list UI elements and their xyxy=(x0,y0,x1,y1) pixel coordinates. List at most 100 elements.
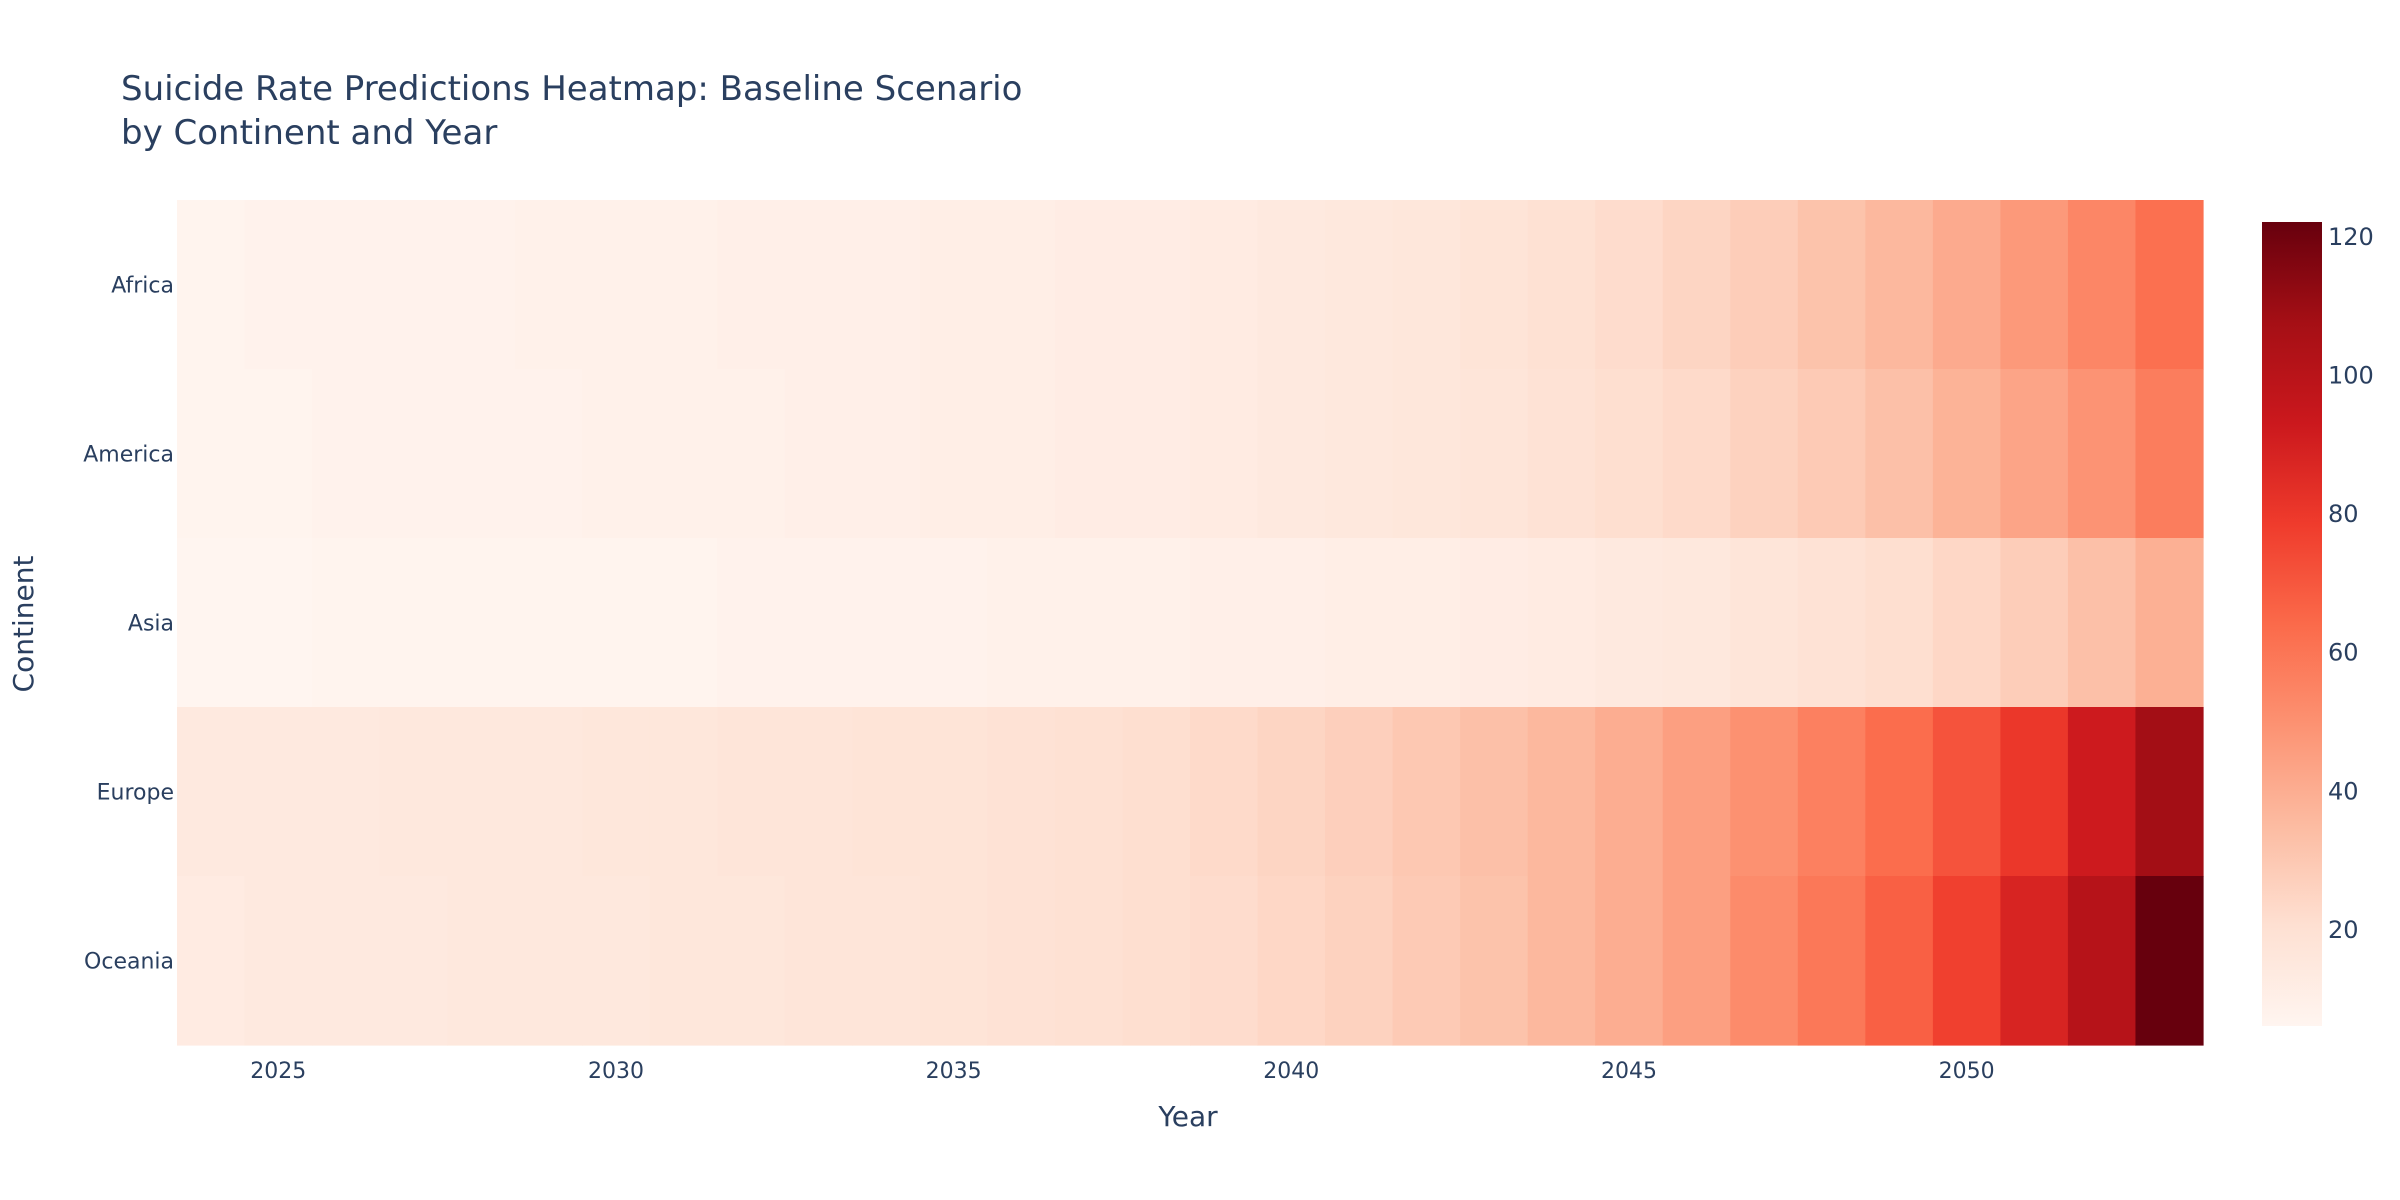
heatmap-cell xyxy=(1257,707,1326,877)
heatmap-cell xyxy=(987,200,1056,370)
colorbar-tick-label: 20 xyxy=(2328,916,2359,944)
heatmap-cell xyxy=(582,369,651,539)
heatmap-cell xyxy=(717,876,786,1046)
heatmap-cell xyxy=(1662,369,1731,539)
heatmap-cell xyxy=(717,538,786,708)
y-tick-label: Oceania xyxy=(84,950,174,975)
heatmap-cell xyxy=(2000,538,2069,708)
y-axis-title: Continent xyxy=(7,556,40,693)
heatmap-cell xyxy=(379,538,448,708)
heatmap-cell xyxy=(1392,707,1461,877)
heatmap-cell xyxy=(379,200,448,370)
heatmap-cell xyxy=(1662,538,1731,708)
heatmap-cell xyxy=(717,369,786,539)
chart-title-line-2: by Continent and Year xyxy=(121,113,497,153)
heatmap-cell xyxy=(1257,876,1326,1046)
heatmap-cell xyxy=(312,707,381,877)
colorbar-tick-label: 80 xyxy=(2328,500,2359,528)
heatmap-cell xyxy=(784,200,853,370)
heatmap-cell xyxy=(1797,707,1866,877)
heatmap-cell xyxy=(514,707,583,877)
heatmap-cell xyxy=(1662,876,1731,1046)
heatmap-cell xyxy=(1932,200,2001,370)
heatmap-cell xyxy=(244,707,313,877)
chart-title-line-1: Suicide Rate Predictions Heatmap: Baseli… xyxy=(121,69,1022,109)
heatmap-cell xyxy=(1730,876,1799,1046)
heatmap-cell xyxy=(784,707,853,877)
heatmap-cell xyxy=(649,876,718,1046)
heatmap-cell xyxy=(919,538,988,708)
x-tick-label: 2040 xyxy=(1263,1059,1319,1084)
heatmap-cell xyxy=(1595,876,1664,1046)
heatmap-cell xyxy=(1325,876,1394,1046)
heatmap-cell xyxy=(244,876,313,1046)
heatmap-cell xyxy=(2067,200,2137,370)
heatmap-cell xyxy=(784,369,853,539)
heatmap-cell xyxy=(919,369,988,539)
x-tick-label: 2045 xyxy=(1601,1059,1657,1084)
heatmap-cell xyxy=(1257,200,1326,370)
heatmap-cell xyxy=(1797,538,1866,708)
heatmap-cell xyxy=(177,707,246,877)
heatmap-cell xyxy=(2000,369,2069,539)
colorbar-tick-label: 120 xyxy=(2328,223,2374,251)
colorbar-tick-label: 100 xyxy=(2328,361,2374,389)
y-axis-ticks: Africa America Asia Europe Oceania xyxy=(83,274,174,975)
heatmap-cell xyxy=(1527,876,1596,1046)
heatmap-cell xyxy=(1392,538,1461,708)
heatmap-cell xyxy=(582,707,651,877)
y-tick-label: Africa xyxy=(111,274,174,299)
heatmap-cell xyxy=(2067,369,2137,539)
heatmap-cell xyxy=(1190,707,1259,877)
heatmap-cells xyxy=(177,200,2204,1046)
heatmap-cell xyxy=(1325,369,1394,539)
heatmap-cell xyxy=(1460,876,1529,1046)
heatmap-cell xyxy=(2067,707,2137,877)
heatmap-cell xyxy=(2135,200,2204,370)
heatmap-cell xyxy=(312,200,381,370)
heatmap-cell xyxy=(1865,707,1934,877)
x-tick-label: 2035 xyxy=(926,1059,982,1084)
colorbar-tick-label: 60 xyxy=(2328,639,2359,667)
heatmap-cell xyxy=(2000,200,2069,370)
heatmap-cell xyxy=(2067,876,2137,1046)
heatmap-cell xyxy=(1325,200,1394,370)
heatmap-cell xyxy=(244,200,313,370)
heatmap-cell xyxy=(1932,876,2001,1046)
heatmap-cell xyxy=(1122,200,1191,370)
x-tick-label: 2050 xyxy=(1939,1059,1995,1084)
heatmap-cell xyxy=(514,369,583,539)
heatmap-cell xyxy=(1460,200,1529,370)
heatmap-cell xyxy=(1054,200,1124,370)
heatmap-cell xyxy=(1190,369,1259,539)
heatmap-cell xyxy=(447,538,516,708)
heatmap-cell xyxy=(1865,369,1934,539)
heatmap-cell xyxy=(1460,538,1529,708)
heatmap-cell xyxy=(1932,707,2001,877)
heatmap-cell xyxy=(177,876,246,1046)
heatmap-cell xyxy=(987,369,1056,539)
heatmap-cell xyxy=(447,707,516,877)
heatmap-cell xyxy=(919,200,988,370)
heatmap-cell xyxy=(649,538,718,708)
heatmap-cell xyxy=(919,876,988,1046)
heatmap-cell xyxy=(1325,538,1394,708)
heatmap-cell xyxy=(2067,538,2137,708)
heatmap-cell xyxy=(784,876,853,1046)
heatmap-cell xyxy=(447,876,516,1046)
heatmap-cell xyxy=(447,369,516,539)
heatmap-cell xyxy=(2135,369,2204,539)
heatmap-cell xyxy=(649,707,718,877)
heatmap-cell xyxy=(244,538,313,708)
heatmap-cell xyxy=(1797,200,1866,370)
heatmap-cell xyxy=(1730,369,1799,539)
heatmap-cell xyxy=(1054,876,1124,1046)
y-tick-label: Europe xyxy=(97,781,174,806)
heatmap-cell xyxy=(1865,876,1934,1046)
heatmap-cell xyxy=(717,707,786,877)
heatmap-cell xyxy=(987,538,1056,708)
heatmap-cell xyxy=(1122,369,1191,539)
heatmap-cell xyxy=(177,200,246,370)
heatmap-cell xyxy=(1797,369,1866,539)
